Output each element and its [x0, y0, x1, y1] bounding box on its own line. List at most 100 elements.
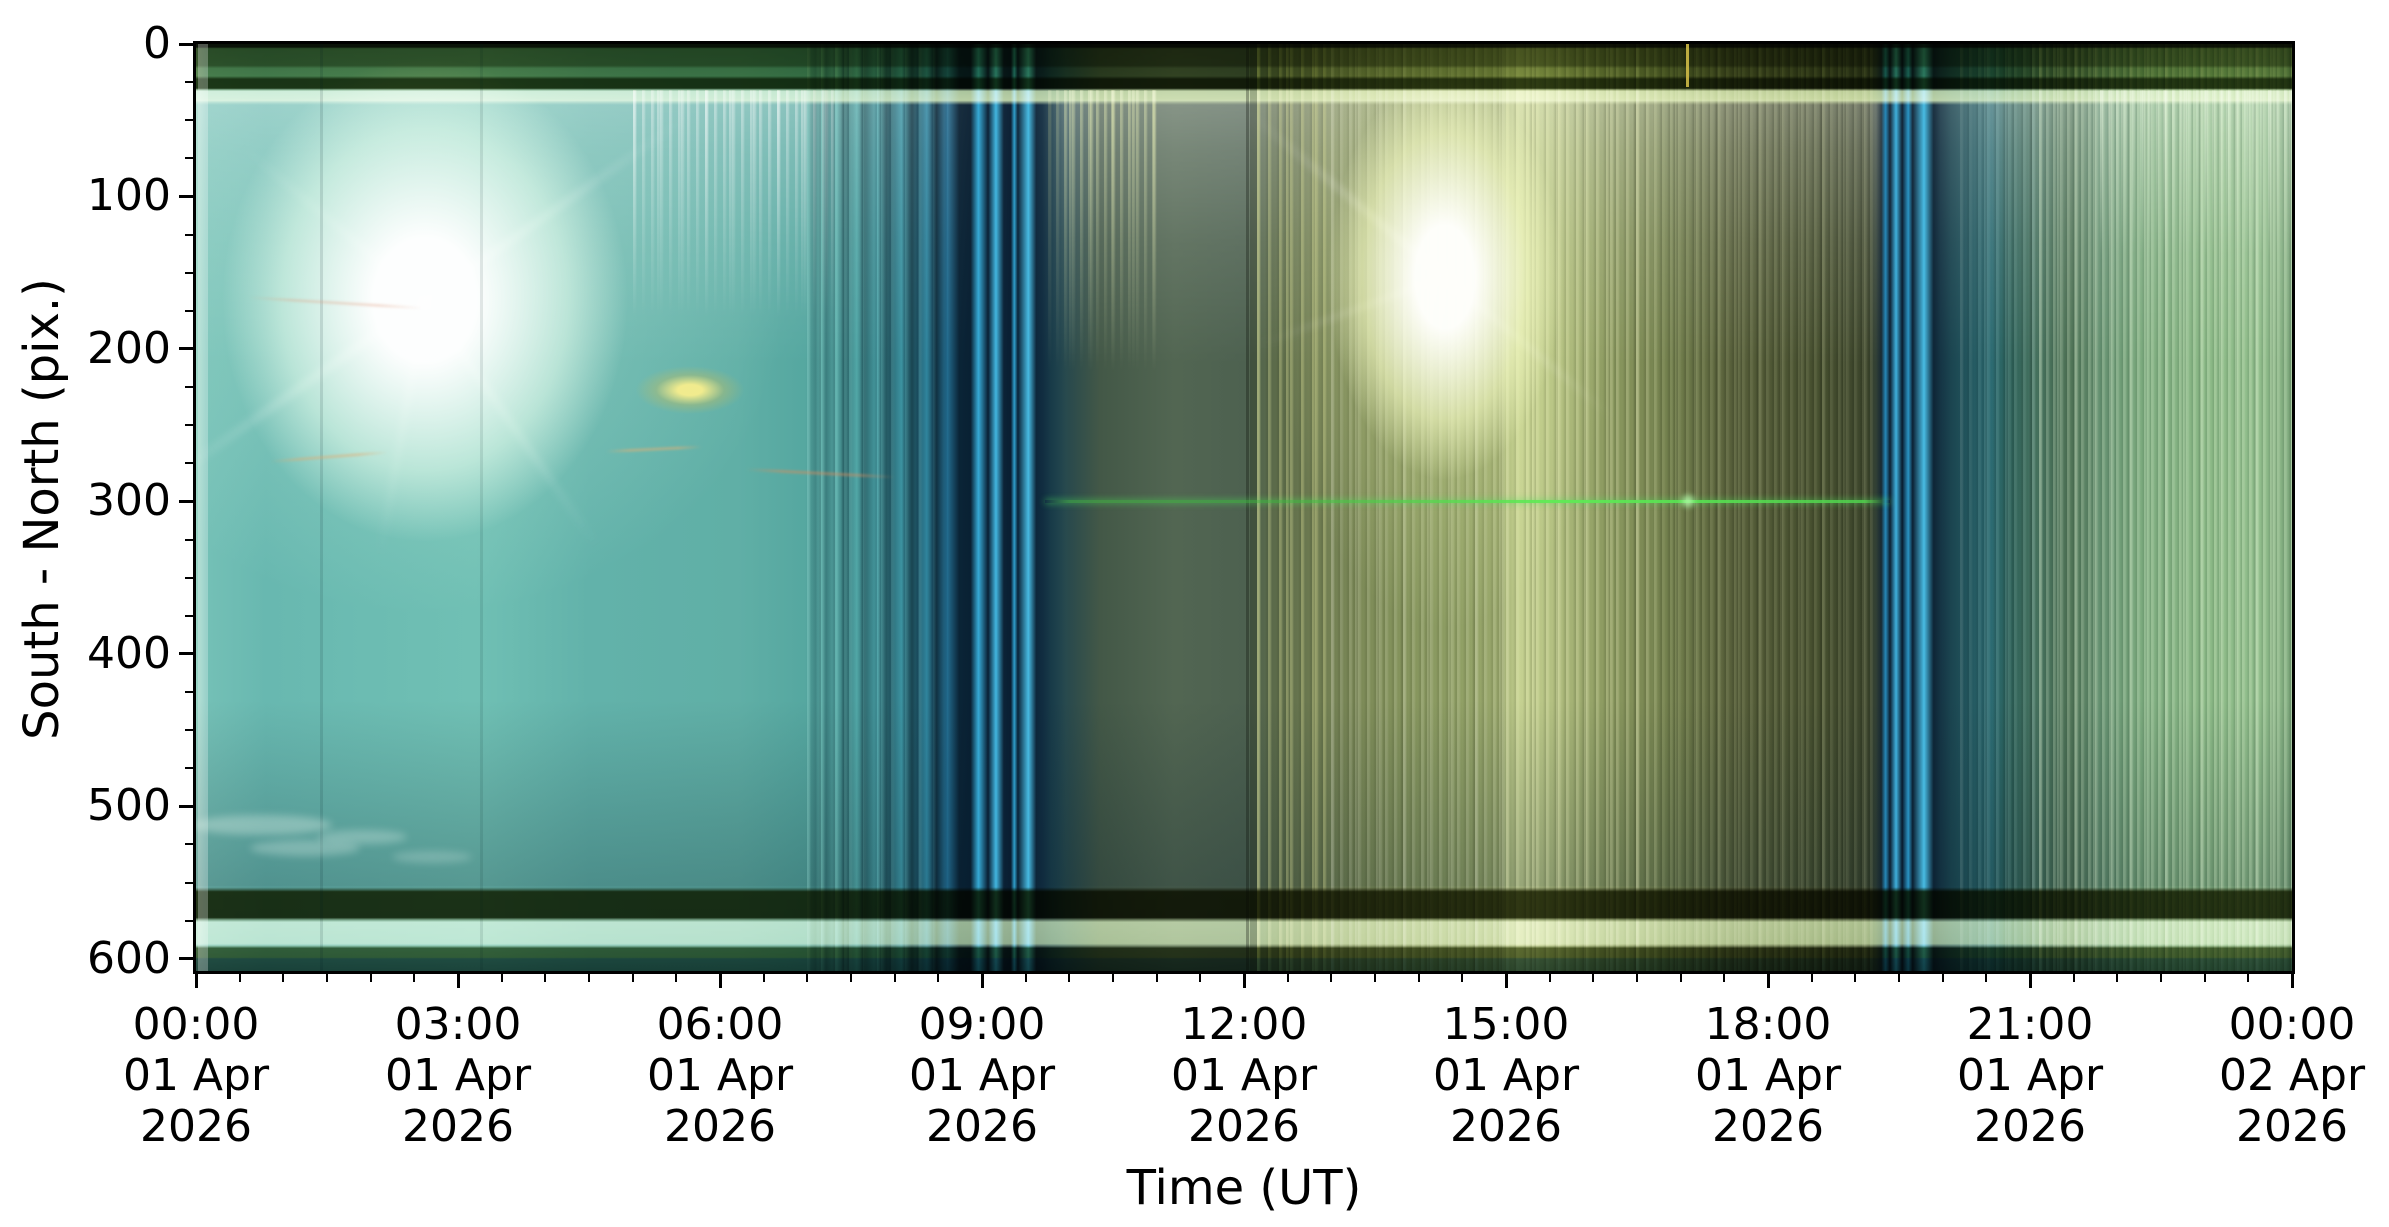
x-minor-tick — [1461, 974, 1464, 982]
x-tick-label-time: 18:00 — [1704, 999, 1832, 1050]
y-major-tick — [179, 347, 193, 351]
x-tick-label-date: 01 Apr — [1956, 1050, 2104, 1101]
x-major-tick — [194, 974, 198, 988]
y-major-tick — [179, 652, 193, 656]
x-tick-label: 21:00 01 Apr 2026 — [1900, 999, 2160, 1152]
x-tick-label-time: 09:00 — [918, 999, 1046, 1050]
column-artifact-0 — [197, 44, 208, 971]
x-tick-label-year: 2026 — [402, 1101, 514, 1152]
x-minor-tick — [1941, 974, 1944, 982]
x-minor-tick — [1636, 974, 1638, 982]
x-minor-tick — [1112, 974, 1114, 982]
x-tick-label-date: 01 Apr — [1694, 1050, 1842, 1101]
x-tick-label-time: 03:00 — [394, 999, 522, 1050]
x-tick-label-year: 2026 — [1712, 1101, 1824, 1152]
y-minor-tick — [185, 729, 193, 732]
x-minor-tick — [1679, 974, 1682, 982]
x-minor-tick — [326, 974, 328, 982]
x-minor-tick — [762, 974, 765, 982]
x-minor-tick — [1985, 974, 1988, 982]
x-tick-label-time: 00:00 — [132, 999, 260, 1050]
y-tick-label: 500 — [87, 780, 171, 832]
y-tick-label: 200 — [87, 322, 171, 374]
column-artifact-4 — [1250, 44, 1258, 971]
y-minor-tick — [185, 690, 193, 693]
x-tick-label: 09:00 01 Apr 2026 — [852, 999, 1112, 1152]
x-minor-tick — [893, 974, 896, 982]
x-tick-label-time: 00:00 — [2228, 999, 2356, 1050]
x-tick-label: 03:00 01 Apr 2026 — [328, 999, 588, 1152]
x-minor-tick — [1898, 974, 1900, 982]
x-tick-label-time: 06:00 — [656, 999, 784, 1050]
x-minor-tick — [369, 974, 372, 982]
x-minor-tick — [1068, 974, 1071, 982]
x-tick-label-year: 2026 — [1974, 1101, 2086, 1152]
x-minor-tick — [2160, 974, 2162, 982]
x-tick-label-time: 21:00 — [1966, 999, 2094, 1050]
x-tick-label-year: 2026 — [664, 1101, 776, 1152]
x-minor-tick — [806, 974, 809, 982]
y-minor-tick — [185, 614, 193, 617]
x-tick-label-year: 2026 — [1450, 1101, 1562, 1152]
y-major-tick — [179, 804, 193, 808]
x-minor-tick — [1199, 974, 1202, 982]
x-minor-tick — [1374, 974, 1376, 982]
x-tick-label-date: 01 Apr — [908, 1050, 1056, 1101]
x-tick-label-time: 12:00 — [1180, 999, 1308, 1050]
cloud-wisp-3 — [391, 850, 472, 863]
x-minor-tick — [850, 974, 852, 982]
y-minor-tick — [185, 157, 193, 160]
x-major-tick — [1504, 974, 1508, 988]
green-laser-line — [1044, 499, 1891, 503]
x-major-tick — [718, 974, 722, 988]
x-minor-tick — [2116, 974, 2119, 982]
x-minor-tick — [631, 974, 634, 982]
y-tick-label: 600 — [87, 932, 171, 984]
y-minor-tick — [185, 233, 193, 236]
y-major-tick — [179, 42, 193, 46]
x-minor-tick — [588, 974, 590, 982]
y-minor-tick — [185, 919, 193, 922]
y-tick-label: 100 — [87, 170, 171, 222]
y-minor-tick — [185, 81, 193, 84]
y-minor-tick — [185, 576, 193, 579]
cloud-wisp-1 — [250, 839, 361, 856]
x-tick-label-date: 01 Apr — [1170, 1050, 1318, 1101]
y-axis-label: South - North (pix.) — [14, 278, 70, 740]
y-minor-tick — [185, 767, 193, 770]
column-artifact-3 — [1245, 44, 1249, 971]
x-tick-label: 00:00 01 Apr 2026 — [66, 999, 326, 1152]
y-tick-label: 400 — [87, 627, 171, 679]
y-minor-tick — [185, 271, 193, 274]
column-artifact-1 — [320, 44, 323, 971]
y-minor-tick — [185, 424, 193, 427]
x-minor-tick — [1024, 974, 1027, 982]
y-tick-label: 0 — [143, 18, 171, 69]
x-minor-tick — [2072, 974, 2075, 982]
x-minor-tick — [2203, 974, 2206, 982]
y-major-tick — [179, 194, 193, 198]
x-major-tick — [2028, 974, 2032, 988]
x-minor-tick — [238, 974, 241, 982]
x-minor-tick — [1810, 974, 1813, 982]
y-minor-tick — [185, 538, 193, 541]
x-tick-label-year: 2026 — [140, 1101, 252, 1152]
y-minor-tick — [185, 462, 193, 465]
x-tick-label: 12:00 01 Apr 2026 — [1114, 999, 1374, 1152]
y-major-tick — [179, 499, 193, 503]
x-minor-tick — [544, 974, 547, 982]
x-tick-label-date: 01 Apr — [384, 1050, 532, 1101]
x-minor-tick — [1548, 974, 1551, 982]
x-tick-label-year: 2026 — [926, 1101, 1038, 1152]
x-tick-label-date: 01 Apr — [122, 1050, 270, 1101]
x-minor-tick — [1854, 974, 1857, 982]
y-tick-label: 300 — [87, 475, 171, 527]
x-major-tick — [1766, 974, 1770, 988]
y-minor-tick — [185, 386, 193, 389]
x-minor-tick — [1155, 974, 1158, 982]
x-tick-label-date: 02 Apr — [2218, 1050, 2366, 1101]
x-tick-label-year: 2026 — [2236, 1101, 2348, 1152]
column-artifact-2 — [479, 44, 483, 971]
x-tick-label-date: 01 Apr — [1432, 1050, 1580, 1101]
